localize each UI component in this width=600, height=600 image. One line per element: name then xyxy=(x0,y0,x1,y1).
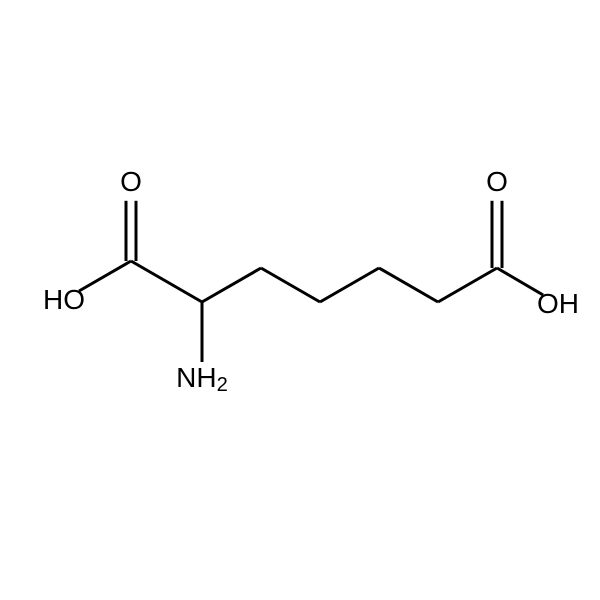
svg-text:O: O xyxy=(120,166,142,197)
svg-text:O: O xyxy=(486,166,508,197)
molecule-diagram: HO O NH2 O OH xyxy=(0,0,600,600)
svg-text:HO: HO xyxy=(43,284,85,315)
atom-label-OH_right: OH xyxy=(537,288,598,322)
atom-label-HO_left: HO xyxy=(24,284,85,318)
atom-label-NH2: NH2 xyxy=(175,362,229,396)
atom-label-O2: O xyxy=(486,166,508,200)
atom-label-O1: O xyxy=(120,166,142,200)
svg-text:OH: OH xyxy=(537,288,579,319)
